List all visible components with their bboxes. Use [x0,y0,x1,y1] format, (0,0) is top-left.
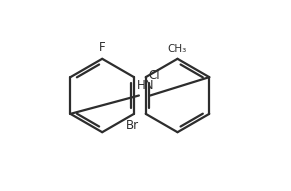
Text: CH₃: CH₃ [168,44,187,54]
Text: Br: Br [125,120,139,133]
Text: Cl: Cl [148,69,160,82]
Text: HN: HN [137,79,154,92]
Text: F: F [99,41,106,54]
